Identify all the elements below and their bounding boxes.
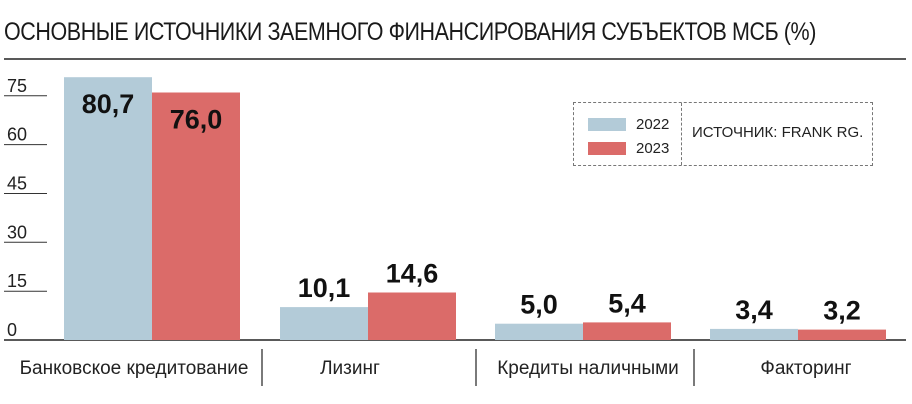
- bar-2022: [280, 307, 368, 340]
- legend-label-2023: 2023: [636, 139, 670, 157]
- data-label: 80,7: [82, 89, 135, 119]
- y-tick-label: 45: [7, 174, 27, 194]
- data-label: 10,1: [298, 273, 351, 303]
- bar-2023: [798, 329, 886, 340]
- bar-2022: [710, 328, 798, 340]
- source-note: ИСТОЧНИК: FRANK RG.: [692, 124, 864, 141]
- legend-label-2022: 2022: [636, 115, 670, 133]
- data-label: 14,6: [386, 259, 439, 289]
- y-tick-label: 15: [7, 271, 27, 291]
- legend-swatch-2022: [588, 117, 626, 131]
- data-label: 3,4: [735, 295, 773, 325]
- y-tick-label: 75: [7, 76, 27, 96]
- data-label: 76,0: [170, 105, 223, 135]
- bar-2023: [368, 292, 456, 340]
- legend: 2022 2023 ИСТОЧНИК: FRANK RG.: [573, 102, 873, 166]
- legend-item-2022: 2022: [588, 115, 670, 133]
- data-label: 5,4: [608, 288, 646, 318]
- bar-2022: [64, 77, 152, 340]
- data-label: 5,0: [520, 290, 558, 320]
- y-tick-label: 30: [7, 222, 27, 242]
- x-tick-label: Лизинг: [320, 358, 380, 379]
- bar-2022: [495, 323, 583, 340]
- y-tick-label: 0: [7, 320, 17, 340]
- legend-swatch-2023: [588, 141, 626, 155]
- bar-2023: [152, 92, 240, 340]
- bar-2023: [583, 322, 671, 340]
- y-tick-label: 60: [7, 125, 27, 145]
- data-label: 3,2: [823, 296, 861, 326]
- legend-item-2023: 2023: [588, 139, 670, 157]
- x-tick-label: Факторинг: [760, 358, 851, 379]
- x-tick-label: Кредиты наличными: [497, 358, 679, 379]
- x-tick-label: Банковское кредитование: [20, 358, 249, 379]
- legend-divider: [681, 103, 682, 165]
- chart-title: ОСНОВНЫЕ ИСТОЧНИКИ ЗАЕМНОГО ФИНАНСИРОВАН…: [4, 18, 816, 46]
